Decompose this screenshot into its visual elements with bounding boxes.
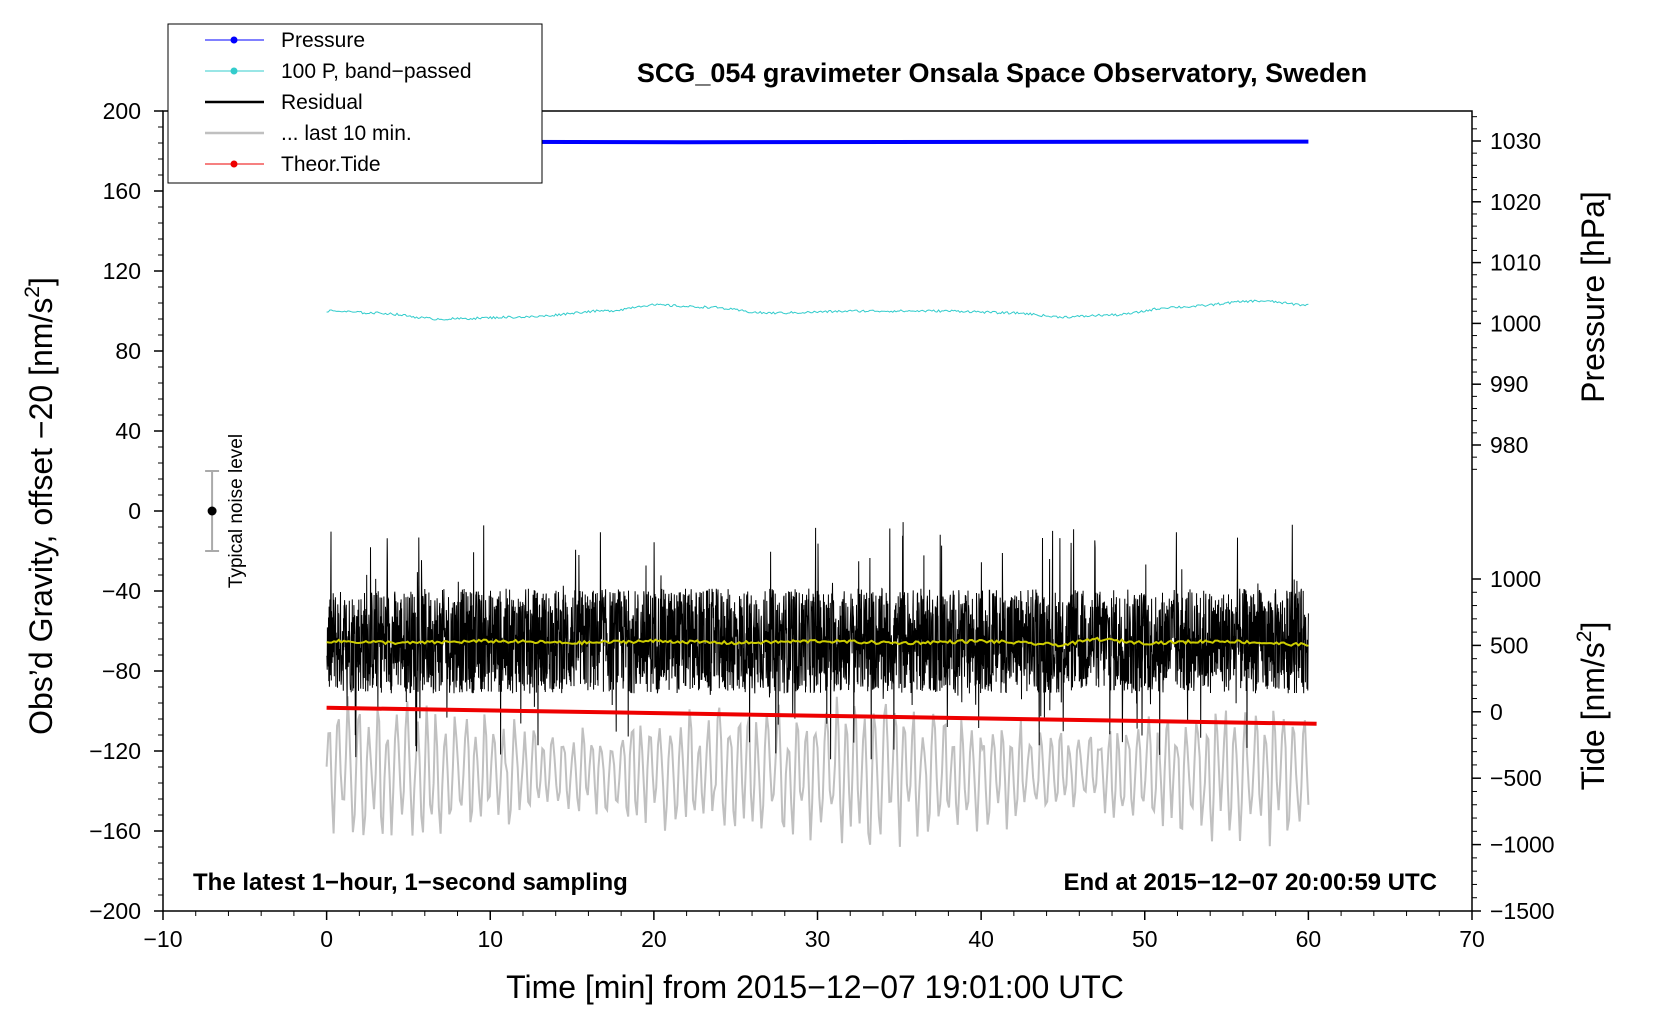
series-smoothed-residual — [326, 636, 1309, 648]
pressure-tick-label: 1020 — [1490, 189, 1541, 215]
tide-title-sup: 2 — [1573, 631, 1596, 643]
x-tick-label: 70 — [1459, 926, 1485, 952]
legend-label: ... last 10 min. — [281, 122, 412, 145]
pressure-tick-label: 990 — [1490, 371, 1528, 397]
x-tick-label: 30 — [805, 926, 831, 952]
annotation-right: End at 2015−12−07 20:00:59 UTC — [1063, 869, 1437, 896]
x-tick-label: −10 — [143, 926, 182, 952]
pressure-tick-label: 1030 — [1490, 128, 1541, 154]
y-left-title-end: ] — [23, 277, 59, 286]
x-tick-label: 0 — [320, 926, 333, 952]
y-left-tick-label: −200 — [89, 898, 141, 924]
pressure-tick-label: 1000 — [1490, 310, 1541, 336]
legend-marker — [230, 67, 238, 75]
x-tick-label: 20 — [641, 926, 667, 952]
x-tick-label: 60 — [1296, 926, 1322, 952]
tide-tick-label: −1000 — [1490, 832, 1555, 858]
y-left-tick-label: −40 — [102, 578, 141, 604]
pressure-tick-label: 980 — [1490, 432, 1528, 458]
series-theor-tide — [326, 705, 1317, 726]
tide-title-end: ] — [1575, 622, 1611, 631]
y-left-title-sup: 2 — [21, 286, 44, 298]
legend-box — [167, 23, 543, 184]
tide-tick-label: −500 — [1490, 765, 1542, 791]
series-band-passed-pressure — [326, 299, 1309, 321]
legend-label: Residual — [281, 91, 363, 114]
x-tick-label: 40 — [968, 926, 994, 952]
legend-label: Pressure — [281, 29, 365, 52]
tide-axis-title: Tide [nm/s2] — [1573, 622, 1611, 791]
y-left-title-main: Obs’d Gravity, offset −20 [nm/s — [23, 298, 59, 735]
y-left-tick-label: −120 — [89, 738, 141, 764]
y-left-tick-label: 40 — [115, 418, 141, 444]
y-left-tick-label: 0 — [128, 498, 141, 524]
legend-marker — [230, 36, 238, 44]
series-layer — [325, 139, 1317, 847]
legend-label: 100 P, band−passed — [281, 60, 472, 83]
annotation-left: The latest 1−hour, 1−second sampling — [193, 869, 628, 896]
tide-title-main: Tide [nm/s — [1575, 642, 1611, 790]
legend-marker — [230, 160, 238, 168]
series-last-10-min — [325, 696, 1310, 847]
noise-point — [207, 506, 217, 516]
y-left-tick-label: −160 — [89, 818, 141, 844]
plot-frame — [162, 110, 1473, 912]
x-tick-label: 50 — [1132, 926, 1158, 952]
y-left-tick-label: 120 — [103, 258, 141, 284]
y-left-tick-label: 80 — [115, 338, 141, 364]
legend-label: Theor.Tide — [281, 153, 381, 176]
pressure-axis-title: Pressure [hPa] — [1575, 191, 1611, 403]
y-left-axis-title: Obs’d Gravity, offset −20 [nm/s2] — [21, 277, 59, 735]
axes-layer: −10 0 10 20 30 40 50 60 7020016012080400−40−80−1… — [89, 98, 1554, 952]
noise-level-label: Typical noise level — [226, 434, 247, 588]
y-left-tick-label: 160 — [103, 178, 141, 204]
tide-tick-label: −1500 — [1490, 898, 1555, 924]
tide-tick-label: 1000 — [1490, 566, 1541, 592]
legend: Pressure 100 P, band−passed Residual ... la… — [167, 23, 543, 184]
y-left-tick-label: 200 — [103, 98, 141, 124]
pressure-tick-label: 1010 — [1490, 250, 1541, 276]
y-left-tick-label: −80 — [102, 658, 141, 684]
chart-title: SCG_054 gravimeter Onsala Space Observat… — [637, 58, 1367, 88]
noise-level-indicator: Typical noise level — [205, 434, 247, 588]
x-axis-title: Time [min] from 2015−12−07 19:01:00 UTC — [506, 969, 1124, 1005]
tide-tick-label: 0 — [1490, 699, 1503, 725]
tide-tick-label: 500 — [1490, 632, 1528, 658]
x-tick-label: 10 — [477, 926, 503, 952]
